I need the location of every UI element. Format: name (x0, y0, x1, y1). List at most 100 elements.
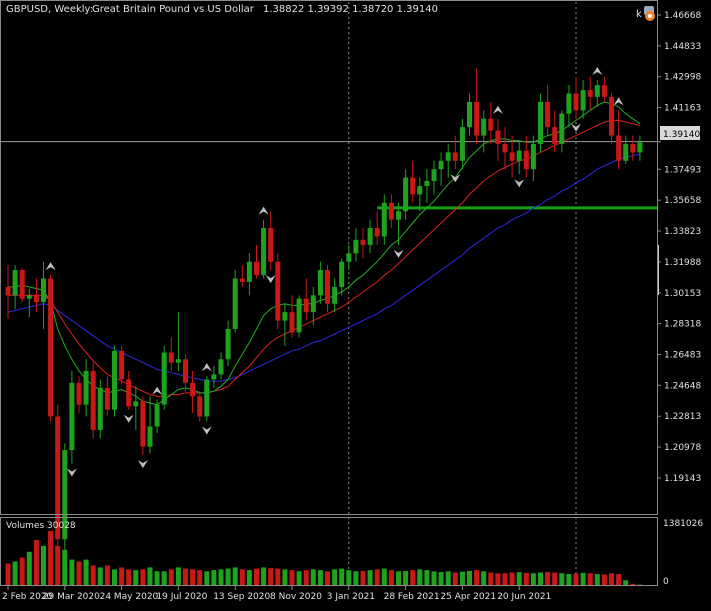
candle[interactable] (282, 303, 288, 346)
candle[interactable] (616, 110, 622, 170)
candle[interactable] (48, 275, 54, 422)
volume-bar (183, 568, 188, 585)
candle[interactable] (346, 244, 352, 271)
candle[interactable] (62, 443, 68, 562)
candle[interactable] (459, 118, 465, 170)
candle[interactable] (296, 295, 302, 338)
candle[interactable] (69, 371, 75, 464)
volume-bar (69, 559, 75, 585)
candle[interactable] (339, 258, 345, 296)
candle[interactable] (502, 127, 508, 170)
candle[interactable] (97, 379, 103, 439)
candle[interactable] (239, 265, 245, 287)
candle[interactable] (168, 337, 174, 372)
candle[interactable] (481, 110, 487, 153)
candle[interactable] (218, 352, 224, 380)
candle[interactable] (317, 261, 323, 304)
candle[interactable] (381, 194, 387, 245)
candle[interactable] (623, 135, 629, 165)
candle[interactable] (325, 265, 330, 313)
candle[interactable] (41, 261, 46, 329)
candle[interactable] (388, 194, 394, 229)
volume-bar (190, 569, 196, 585)
candle[interactable] (609, 93, 614, 144)
candle[interactable] (147, 396, 153, 454)
candle[interactable] (261, 219, 267, 279)
candle[interactable] (353, 228, 359, 262)
candle[interactable] (601, 76, 607, 102)
candle[interactable] (438, 152, 444, 187)
candle[interactable] (545, 85, 551, 136)
candle[interactable] (630, 135, 636, 161)
candle[interactable] (204, 376, 210, 422)
candle[interactable] (289, 295, 295, 338)
candle[interactable] (495, 118, 501, 161)
price-axis-label: 1.46668 (664, 11, 701, 21)
candle[interactable] (26, 288, 32, 318)
candle[interactable] (552, 110, 558, 153)
volume-bar (594, 574, 600, 585)
candle[interactable] (516, 140, 522, 175)
fractal-down-arrow (201, 426, 212, 435)
candle[interactable] (55, 404, 61, 557)
candle[interactable] (410, 160, 416, 203)
candle[interactable] (140, 396, 146, 456)
candle[interactable] (637, 135, 643, 161)
candle[interactable] (332, 278, 338, 313)
candle[interactable] (452, 135, 458, 170)
candle[interactable] (467, 93, 472, 136)
candle[interactable] (76, 376, 82, 414)
candle[interactable] (573, 76, 579, 119)
candle[interactable] (403, 169, 409, 220)
candle[interactable] (246, 253, 252, 296)
candle[interactable] (580, 80, 586, 119)
candle[interactable] (431, 160, 437, 195)
candle[interactable] (104, 376, 110, 417)
candle[interactable] (417, 177, 423, 212)
candle[interactable] (530, 135, 536, 181)
candle[interactable] (197, 391, 203, 422)
candle[interactable] (538, 93, 543, 153)
candle[interactable] (112, 345, 117, 417)
candle[interactable] (19, 268, 25, 303)
candle[interactable] (523, 135, 529, 178)
candle[interactable] (488, 101, 494, 144)
candle[interactable] (183, 354, 188, 392)
candle[interactable] (90, 362, 96, 439)
candle[interactable] (374, 211, 380, 245)
expert-advisor-icon[interactable]: k (636, 4, 658, 22)
candle[interactable] (12, 265, 18, 309)
candle[interactable] (268, 211, 274, 271)
candle[interactable] (303, 278, 309, 321)
candle[interactable] (154, 399, 160, 434)
volume-bar (509, 572, 515, 585)
candle[interactable] (211, 365, 217, 388)
candle[interactable] (161, 345, 167, 410)
candle[interactable] (119, 345, 125, 385)
candle[interactable] (566, 85, 572, 128)
candle[interactable] (190, 371, 196, 414)
candle[interactable] (232, 270, 238, 333)
candle[interactable] (367, 219, 373, 254)
candle[interactable] (587, 76, 593, 111)
candle[interactable] (594, 80, 600, 107)
candle[interactable] (133, 386, 139, 430)
candle[interactable] (175, 312, 181, 372)
candle[interactable] (445, 143, 451, 178)
candle[interactable] (360, 228, 366, 259)
candle[interactable] (5, 265, 11, 319)
candle[interactable] (424, 169, 430, 203)
candle[interactable] (225, 320, 231, 366)
candle[interactable] (396, 202, 401, 245)
candle[interactable] (33, 278, 39, 313)
candle[interactable] (559, 110, 565, 153)
candle[interactable] (310, 286, 316, 326)
candle[interactable] (126, 371, 132, 410)
candle[interactable] (275, 253, 281, 329)
candle[interactable] (83, 359, 89, 417)
candle[interactable] (254, 244, 259, 279)
candle[interactable] (509, 135, 515, 178)
candle[interactable] (474, 68, 480, 144)
